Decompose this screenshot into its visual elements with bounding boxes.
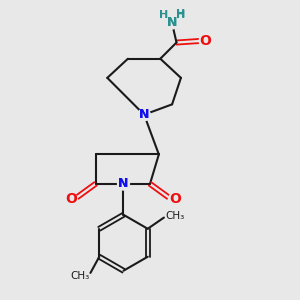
Circle shape	[199, 35, 211, 47]
Text: H: H	[176, 10, 185, 20]
Circle shape	[118, 178, 129, 190]
Text: O: O	[169, 192, 181, 206]
Circle shape	[65, 193, 77, 205]
Text: N: N	[167, 16, 177, 29]
Text: N: N	[118, 177, 129, 190]
Text: N: N	[139, 108, 149, 121]
Text: H: H	[159, 10, 168, 20]
Text: CH₃: CH₃	[70, 271, 90, 281]
Text: O: O	[199, 34, 211, 48]
Circle shape	[169, 193, 181, 205]
Text: N: N	[167, 16, 177, 29]
Circle shape	[138, 109, 150, 121]
Text: N: N	[139, 108, 149, 121]
Text: H: H	[176, 9, 185, 19]
Text: O: O	[65, 192, 77, 206]
Text: CH₃: CH₃	[166, 211, 185, 221]
Circle shape	[166, 17, 178, 29]
Circle shape	[138, 109, 150, 121]
Circle shape	[166, 17, 178, 29]
Text: N: N	[118, 177, 129, 190]
Circle shape	[118, 178, 129, 190]
